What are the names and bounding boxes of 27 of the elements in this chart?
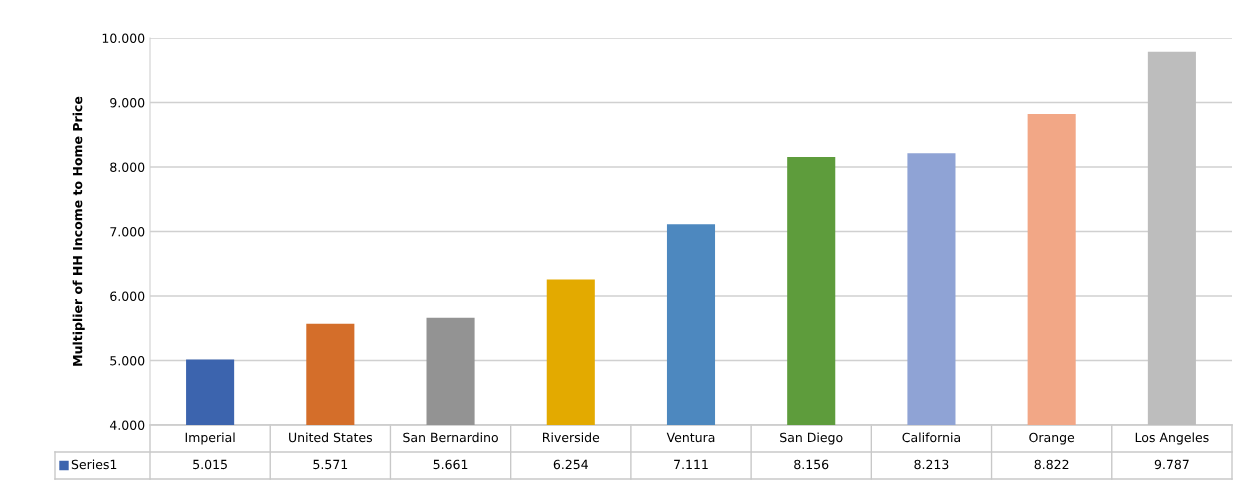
- data-label: 5.571: [313, 459, 348, 470]
- x-tick-label: Orange: [1029, 432, 1075, 445]
- x-tick-label: Riverside: [543, 432, 600, 443]
- legend-label: Series1: [71, 459, 117, 470]
- x-tick-label: San Bernardino: [403, 432, 498, 443]
- data-label: 8.213: [914, 459, 949, 470]
- y-tick-label: 7.000: [110, 226, 145, 237]
- data-label: 5.661: [433, 459, 468, 470]
- y-tick-label: 8.000: [110, 162, 145, 172]
- data-label: 8.822: [1034, 459, 1069, 470]
- y-tick-label: 4.000: [109, 420, 145, 430]
- y-tick-label: 9.000: [110, 97, 145, 108]
- x-tick-label: San Diego: [780, 432, 843, 445]
- data-label: 8.156: [794, 459, 829, 470]
- y-tick-label: 6.000: [110, 291, 145, 301]
- y-tick-label: 10.000: [102, 33, 145, 43]
- data-label: 5.015: [193, 459, 227, 470]
- data-label: 9.787: [1154, 459, 1189, 470]
- data-label: 6.254: [553, 459, 588, 470]
- x-tick-label: Imperial: [185, 432, 235, 445]
- x-tick-label: California: [902, 432, 960, 443]
- x-tick-label: Ventura: [666, 432, 715, 443]
- y-axis-title: Multiplier of HH Income to Home Price: [72, 96, 85, 366]
- data-label: 7.111: [674, 459, 708, 469]
- x-tick-label: Los Angeles: [1135, 432, 1209, 445]
- y-tick-label: 5.000: [110, 355, 145, 366]
- x-tick-label: United States: [289, 432, 373, 443]
